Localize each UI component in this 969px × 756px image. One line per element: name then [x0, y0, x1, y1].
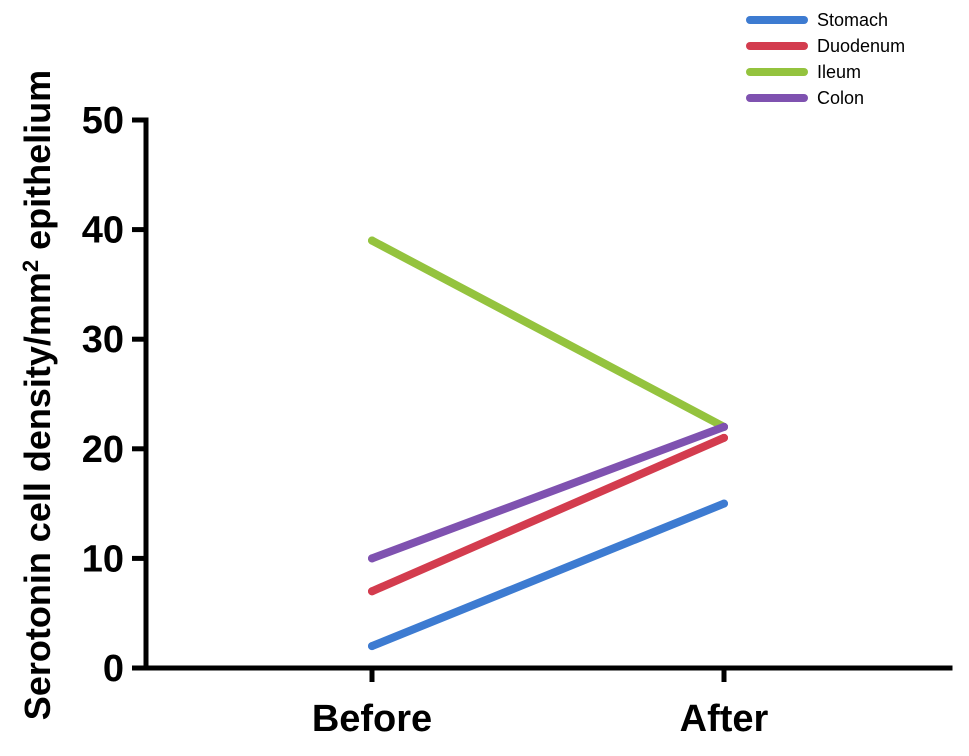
y-axis-label-superscript: 2: [18, 260, 43, 272]
y-tick-label: 40: [82, 210, 124, 252]
data-point-duodenum: [368, 587, 376, 596]
y-tick-label: 0: [103, 648, 124, 690]
data-point-ileum: [368, 236, 376, 245]
data-point-colon: [720, 422, 728, 431]
data-point-stomach: [720, 499, 728, 508]
series-line-colon: [368, 422, 728, 563]
series-line-duodenum: [368, 433, 728, 596]
series-lines: [368, 236, 728, 651]
legend: Stomach Duodenum Ileum Colon: [746, 10, 905, 108]
data-point-colon: [368, 554, 376, 563]
legend-label-colon: Colon: [817, 88, 864, 108]
y-tick-label: 20: [82, 429, 124, 471]
y-tick-label: 30: [82, 319, 124, 361]
legend-label-duodenum: Duodenum: [817, 36, 905, 56]
y-axis-label-suffix: epithelium: [17, 70, 58, 260]
series-line-stomach: [368, 499, 728, 651]
x-tick-label: After: [680, 698, 769, 740]
x-tick-label: Before: [312, 698, 432, 740]
y-axis-label: Serotonin cell density/mm2 epithelium: [17, 70, 58, 720]
ticks: 0 10 20 30 40 50 Before After: [82, 100, 769, 740]
legend-label-ileum: Ileum: [817, 62, 861, 82]
series-line-ileum: [368, 236, 728, 431]
data-point-stomach: [368, 642, 376, 651]
y-tick-label: 50: [82, 100, 124, 142]
y-tick-label: 10: [82, 538, 124, 580]
data-point-duodenum: [720, 433, 728, 442]
y-axis-label-main: Serotonin cell density/mm: [17, 272, 58, 720]
legend-label-stomach: Stomach: [817, 10, 888, 30]
axes: [143, 117, 953, 671]
